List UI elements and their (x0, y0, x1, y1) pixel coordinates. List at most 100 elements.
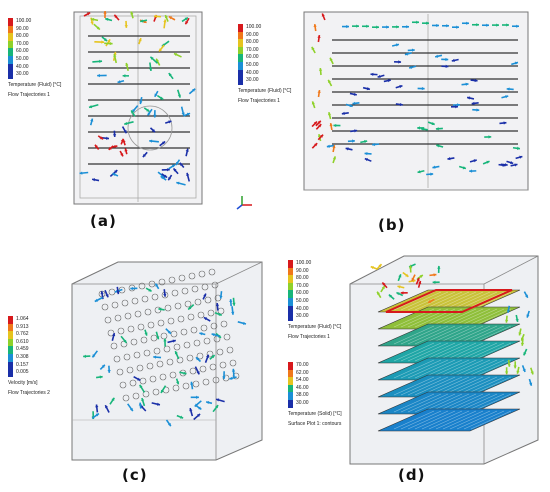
legend-swatch (8, 331, 13, 339)
arrow-head (516, 24, 519, 28)
arrow-head (396, 25, 399, 29)
tube-coil (209, 363, 217, 371)
legend-row: 50.00 (8, 55, 61, 64)
arrow-head (395, 43, 399, 47)
arrow-head (506, 309, 511, 313)
arrow-head (396, 292, 400, 296)
arrow-head (112, 333, 116, 337)
tube-coil (196, 352, 204, 360)
tube-coil (199, 365, 207, 373)
enclosure (303, 11, 529, 191)
arrow-head (366, 24, 369, 28)
arrow-head (219, 295, 223, 299)
arrow-head (174, 53, 178, 57)
arrow-head (88, 105, 93, 109)
tube-coil (111, 301, 119, 309)
tube-coil (174, 302, 182, 310)
tube-coil (141, 295, 149, 303)
arrow-head (179, 162, 183, 166)
arrow-head (524, 294, 528, 298)
legend-tick: 70.00 (16, 40, 29, 47)
arrow-head (138, 38, 142, 42)
legend-swatch (8, 346, 13, 354)
arrow-head (95, 413, 99, 417)
arrow-head (353, 92, 357, 96)
arrow-head (516, 370, 520, 374)
arrow-head (148, 68, 153, 71)
arrow-head (199, 332, 203, 336)
legend-row: 60.00 (8, 48, 61, 56)
caption-a: (a) (90, 212, 117, 230)
arrow-head (378, 264, 382, 268)
arrow-head (526, 314, 530, 318)
arrow-head (518, 332, 522, 336)
arrow-head (83, 354, 87, 358)
arrow-head (99, 375, 103, 379)
arrow-head (412, 279, 416, 283)
arrow-head (404, 52, 409, 56)
arrow-head (120, 153, 124, 157)
arrow-head (105, 17, 109, 21)
arrow-head (211, 333, 215, 337)
legend-tick: 30.00 (296, 399, 309, 406)
arrow-head (106, 136, 109, 140)
legend-row: 40.00 (8, 63, 61, 72)
arrow-head (184, 17, 188, 21)
tube-coil (149, 375, 157, 383)
tube-coil (200, 324, 208, 332)
legend-tick: 62.00 (296, 369, 309, 376)
tube-coil (124, 312, 132, 320)
tube-coil (122, 394, 130, 402)
tube-coil (129, 379, 137, 387)
legend-row: 0.157 (8, 361, 50, 370)
tube-coil (171, 289, 179, 297)
legend-row: 0.610 (8, 338, 50, 347)
legend-row: 30.00 (8, 71, 61, 79)
arrow-head (167, 422, 171, 427)
legend-tick: 50.00 (246, 61, 259, 68)
tube-coil (130, 338, 138, 346)
legend-tick: 90.00 (296, 267, 309, 274)
hot-tube (385, 289, 513, 313)
tube-coil (211, 281, 219, 289)
plate-fin (400, 325, 442, 345)
vortex (127, 105, 173, 151)
arrow-head (174, 351, 178, 355)
arrow-head (206, 354, 210, 358)
legend-row: 46.00 (288, 384, 342, 393)
tube-coil (210, 322, 218, 330)
legend-row: 62.00 (288, 369, 342, 378)
arrow-head (160, 389, 164, 393)
tube-coil (182, 382, 190, 390)
legend-row: 90.00 (8, 25, 61, 34)
tube-coil (168, 276, 176, 284)
plate-fin (414, 359, 456, 379)
legend-tick: 60.00 (246, 54, 259, 61)
arrow-head (366, 87, 370, 91)
arrow-head (138, 402, 143, 406)
legend-row: 30.00 (238, 77, 291, 85)
arrow-head (503, 121, 507, 125)
arrow-head (116, 291, 120, 295)
trajectory-label: Flow Trajectories 1 (238, 97, 280, 104)
panel-a: 100.00 90.00 80.00 70.00 60.00 50.00 40.00 30.0… (0, 0, 270, 210)
legend-swatch (288, 260, 293, 268)
caption-d: (d) (398, 466, 426, 484)
arrow-head (196, 413, 201, 417)
legend-tick: 40.00 (296, 305, 309, 312)
legend-tick: 50.00 (16, 55, 29, 62)
arrow-head (386, 25, 389, 29)
arrow-head (222, 376, 226, 380)
legend-row: 1.064 (8, 316, 50, 324)
arrow-head (161, 141, 166, 145)
arrow-head (188, 306, 192, 310)
arrow-head (137, 377, 141, 381)
arrow-head (103, 38, 108, 42)
axis-z-icon (236, 204, 243, 210)
legend-swatch (288, 399, 293, 408)
arrow-head (123, 339, 127, 343)
legend-swatch (8, 323, 13, 332)
arrow-head (529, 382, 533, 386)
plate-fin (407, 410, 449, 430)
legend-swatch (288, 377, 293, 385)
